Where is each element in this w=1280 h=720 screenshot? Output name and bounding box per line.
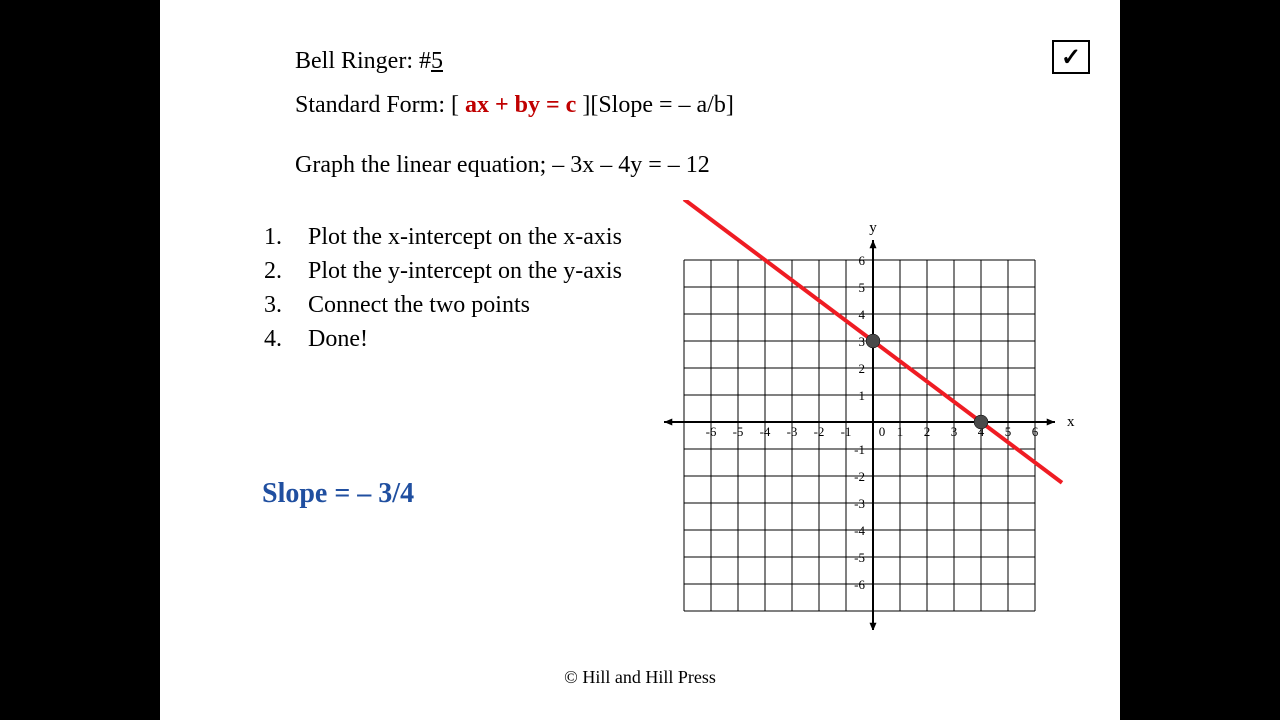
stdform-slope: ][Slope = – a/b] (576, 92, 734, 118)
list-item: 2. Plot the y-intercept on the y-axis (262, 254, 622, 288)
list-item: 4. Done! (262, 322, 622, 356)
instruction-text: Graph the linear equation; – 3x – 4y = –… (295, 152, 710, 179)
coordinate-graph: -6-5-4-3-2-1123456654321-1-2-3-4-5-60xy (630, 200, 1090, 630)
svg-text:1: 1 (897, 424, 904, 439)
title-prefix: Bell Ringer: # (295, 48, 431, 74)
step-number: 4. (262, 322, 282, 356)
svg-text:-1: -1 (841, 424, 852, 439)
svg-text:-1: -1 (854, 442, 865, 457)
list-item: 3. Connect the two points (262, 288, 622, 322)
svg-text:x: x (1067, 414, 1075, 430)
copyright-footer: © Hill and Hill Press (160, 667, 1120, 688)
slide: ✓ Bell Ringer: #5 Standard Form: [ ax + … (160, 0, 1120, 720)
svg-text:y: y (869, 220, 877, 236)
stdform-label: Standard Form: [ (295, 92, 465, 118)
svg-text:-6: -6 (706, 424, 717, 439)
svg-text:2: 2 (924, 424, 931, 439)
svg-text:5: 5 (1005, 424, 1012, 439)
svg-text:-3: -3 (854, 496, 865, 511)
svg-text:-5: -5 (733, 424, 744, 439)
svg-text:-4: -4 (854, 523, 865, 538)
svg-text:0: 0 (879, 424, 886, 439)
svg-text:-2: -2 (854, 469, 865, 484)
page-title: Bell Ringer: #5 (295, 48, 443, 75)
stdform-equation: ax + by = c (465, 92, 576, 118)
standard-form-line: Standard Form: [ ax + by = c ][Slope = –… (295, 92, 734, 119)
svg-text:-6: -6 (854, 577, 865, 592)
svg-text:2: 2 (859, 361, 866, 376)
step-text: Connect the two points (308, 288, 530, 322)
steps-list: 1. Plot the x-intercept on the x-axis 2. P… (262, 220, 622, 356)
check-icon: ✓ (1061, 43, 1081, 72)
list-item: 1. Plot the x-intercept on the x-axis (262, 220, 622, 254)
svg-text:-4: -4 (760, 424, 771, 439)
svg-text:-3: -3 (787, 424, 798, 439)
title-number: 5 (431, 48, 443, 74)
svg-text:3: 3 (951, 424, 958, 439)
step-number: 1. (262, 220, 282, 254)
checkmark-box: ✓ (1052, 40, 1090, 74)
svg-text:4: 4 (859, 307, 866, 322)
svg-text:1: 1 (859, 388, 866, 403)
step-number: 3. (262, 288, 282, 322)
step-text: Plot the y-intercept on the y-axis (308, 254, 622, 288)
slope-value: Slope = – 3/4 (262, 478, 414, 510)
svg-text:6: 6 (1032, 424, 1039, 439)
step-number: 2. (262, 254, 282, 288)
svg-text:-2: -2 (814, 424, 825, 439)
svg-text:-5: -5 (854, 550, 865, 565)
svg-text:6: 6 (859, 253, 866, 268)
svg-text:5: 5 (859, 280, 866, 295)
step-text: Plot the x-intercept on the x-axis (308, 220, 622, 254)
step-text: Done! (308, 322, 368, 356)
